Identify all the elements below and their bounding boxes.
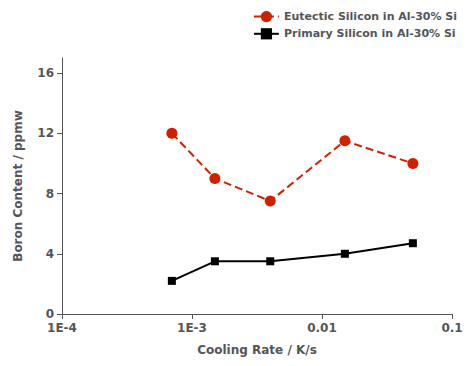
svg-text:Boron Content / ppmw: Boron Content / ppmw bbox=[11, 110, 25, 262]
svg-text:1E-3: 1E-3 bbox=[177, 321, 207, 335]
svg-text:Cooling Rate / K/s: Cooling Rate / K/s bbox=[197, 343, 317, 357]
svg-text:1E-4: 1E-4 bbox=[47, 321, 77, 335]
svg-text:0.01: 0.01 bbox=[307, 321, 337, 335]
svg-text:0: 0 bbox=[46, 307, 54, 321]
svg-text:8: 8 bbox=[46, 187, 54, 201]
svg-text:16: 16 bbox=[37, 66, 54, 80]
svg-text:Eutectic Silicon in Al-30% Si: Eutectic Silicon in Al-30% Si bbox=[284, 10, 457, 23]
svg-text:4: 4 bbox=[46, 247, 54, 261]
svg-text:Primary Silicon in Al-30% Si: Primary Silicon in Al-30% Si bbox=[284, 27, 456, 40]
svg-text:12: 12 bbox=[37, 126, 54, 140]
svg-text:0.1: 0.1 bbox=[441, 321, 462, 335]
